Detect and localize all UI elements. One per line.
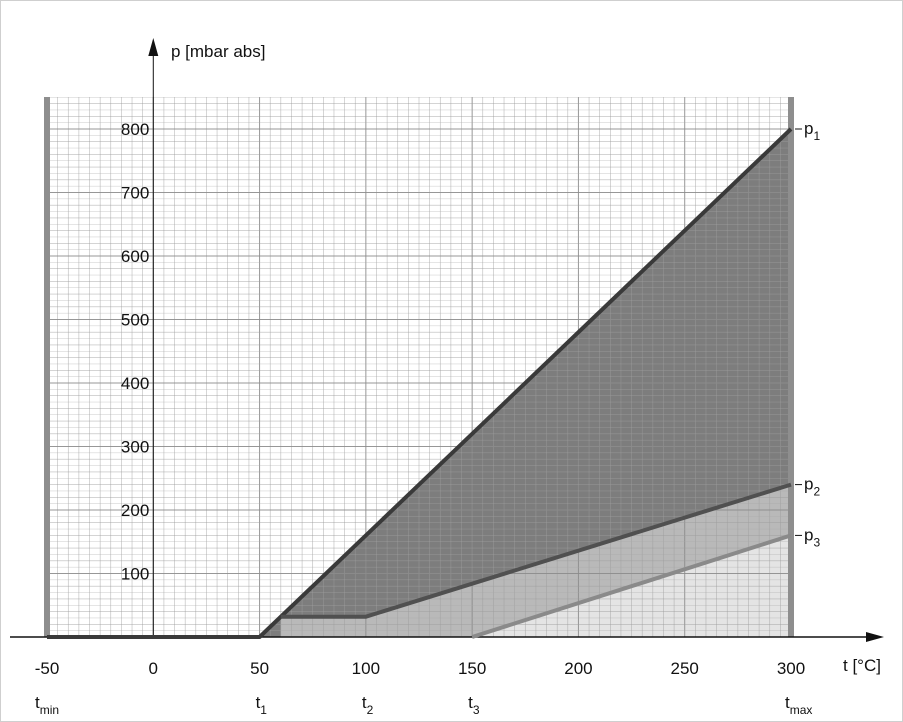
t-3-label: t3 (468, 693, 480, 717)
p2-label: p2 (804, 475, 820, 499)
x-tick-label: 200 (564, 659, 592, 678)
t-max-label: tmax (785, 693, 812, 717)
t-1-label: t1 (256, 693, 268, 717)
series-line-p1 (47, 127, 793, 639)
x-tick-label: 150 (458, 659, 486, 678)
series-line-p2 (280, 482, 792, 619)
x-axis-title: t [°C] (843, 656, 881, 675)
p3-label: p3 (804, 525, 820, 549)
labels: 100 200 300 400 500 600 700 800 -50 0 50 100 150 200 2… (35, 42, 881, 717)
y-tick-label: 500 (121, 311, 149, 330)
x-axis-arrow (866, 632, 884, 642)
y-tick-label: 100 (121, 565, 149, 584)
y-tick-label: 600 (121, 247, 149, 266)
y-tick-label: 300 (121, 438, 149, 457)
y-tick-label: 200 (121, 501, 149, 520)
y-axis-title: p [mbar abs] (171, 42, 266, 61)
series-line-p3 (471, 533, 792, 639)
y-tick-label: 800 (121, 120, 149, 139)
series-lines (47, 127, 793, 639)
x-tick-label: 250 (671, 659, 699, 678)
tmin-bar (44, 97, 50, 637)
x-tick-label: -50 (35, 659, 60, 678)
y-tick-label: 700 (121, 184, 149, 203)
y-tick-label: 400 (121, 374, 149, 393)
grid (46, 97, 792, 638)
x-tick-label: 0 (149, 659, 158, 678)
x-tick-label: 300 (777, 659, 805, 678)
boundary-bars (44, 97, 794, 637)
tmax-bar (788, 97, 794, 637)
x-tick-label: 100 (352, 659, 380, 678)
y-axis-arrow (148, 38, 159, 56)
p1-label: p1 (804, 119, 820, 143)
t-min-label: tmin (35, 693, 59, 717)
x-tick-label: 50 (250, 659, 269, 678)
t-2-label: t2 (362, 693, 374, 717)
